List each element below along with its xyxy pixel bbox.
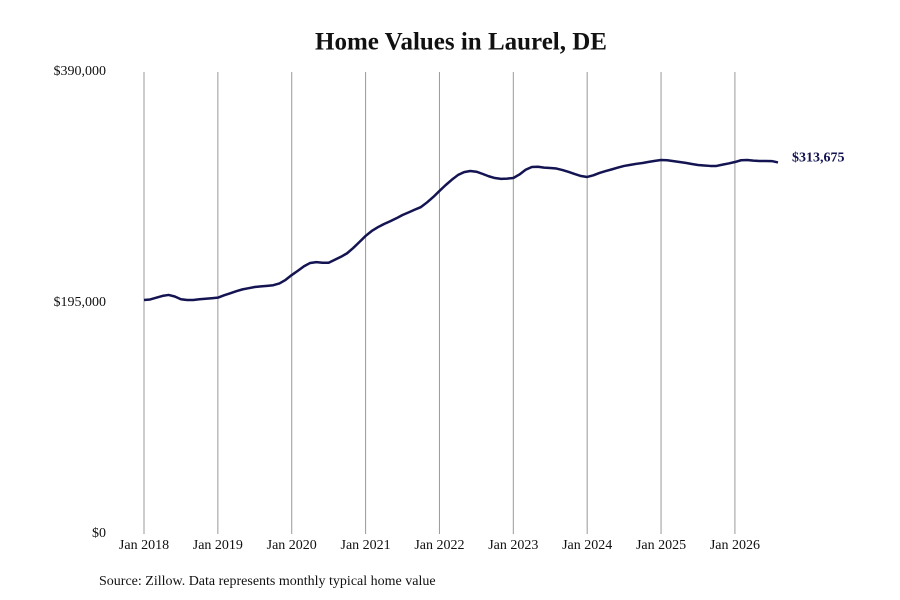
line-series [143,158,779,302]
x-tick-label: Jan 2025 [636,538,686,553]
x-tick-label: Jan 2026 [710,538,760,553]
source-note: Source: Zillow. Data represents monthly … [99,574,436,589]
x-tick-label: Jan 2018 [119,538,169,553]
x-tick-label: Jan 2024 [562,538,612,553]
end-value-label: $313,675 [792,151,845,166]
x-tick-label: Jan 2019 [193,538,243,553]
x-tick-label: Jan 2021 [341,538,391,553]
y-tick-label: $390,000 [54,64,107,79]
chart-title: Home Values in Laurel, DE [315,29,607,56]
y-tick-label: $195,000 [54,295,107,310]
x-tick-label: Jan 2022 [414,538,464,553]
x-tick-label: Jan 2023 [488,538,538,553]
x-tick-label: Jan 2020 [267,538,317,553]
y-tick-label: $0 [92,526,106,541]
